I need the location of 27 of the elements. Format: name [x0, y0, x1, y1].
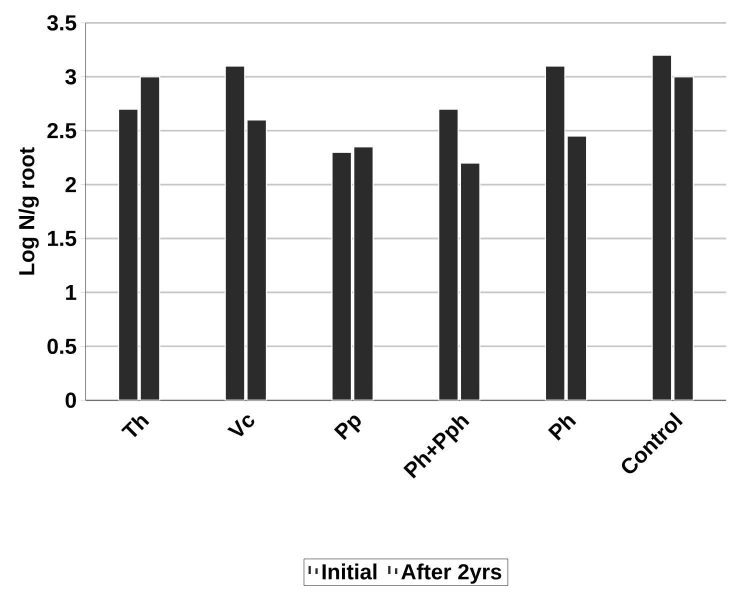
bar: [673, 76, 694, 400]
y-tick-label: 0.5: [48, 338, 76, 354]
bar: [652, 54, 672, 400]
legend-label: After 2yrs: [401, 564, 502, 584]
x-tick-label: Pp: [334, 416, 361, 440]
bar: [544, 66, 566, 400]
bar: [246, 120, 268, 400]
x-tick-label: Vc: [227, 416, 254, 436]
x-tick-label: Th: [121, 416, 150, 438]
y-tick-label: 1: [66, 285, 76, 300]
bar: [118, 108, 139, 400]
bar: [566, 136, 588, 400]
bar: [331, 152, 352, 400]
x-tick-label: Ph: [548, 416, 576, 441]
y-tick-label: 3.5: [47, 15, 76, 31]
y-tick-label: 2.5: [47, 123, 76, 139]
legend-label: Initial: [322, 564, 376, 580]
y-tick-label: 1.5: [48, 231, 76, 246]
bar: [140, 76, 160, 400]
y-tick-label: 2: [66, 177, 76, 192]
bar: [224, 66, 246, 400]
y-axis-title: Log N/g root: [18, 147, 39, 275]
y-tick-label: 3: [65, 69, 76, 85]
bar: [353, 146, 374, 400]
y-tick-label: 0: [66, 392, 76, 408]
bar: [438, 108, 459, 400]
bar: [460, 162, 480, 400]
